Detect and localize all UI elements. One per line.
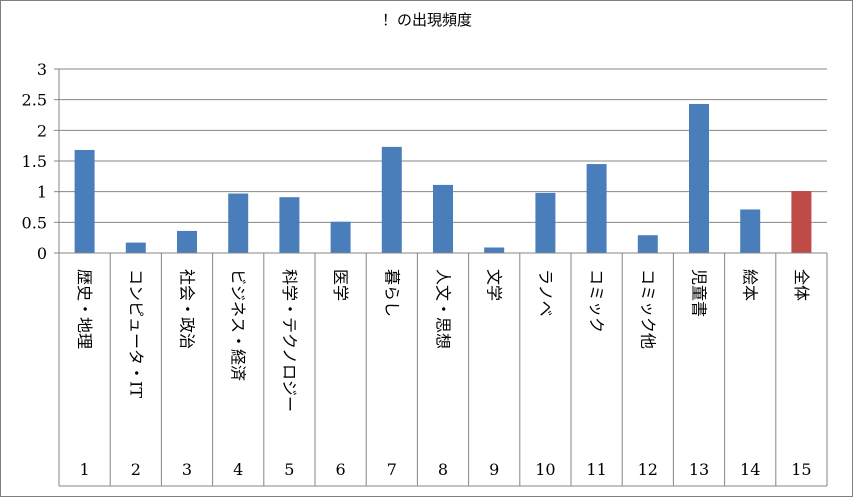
- x-category-number: 15: [791, 460, 811, 479]
- x-category-number: 1: [80, 460, 90, 479]
- bar: [689, 103, 709, 254]
- bar: [381, 146, 402, 253]
- y-tick-label: 1: [37, 183, 47, 202]
- x-category-number: 6: [336, 460, 346, 479]
- bar: [637, 235, 658, 253]
- bar: [330, 221, 351, 253]
- x-category-label: 医学: [331, 269, 350, 301]
- x-category-label: 社会・政治: [178, 269, 197, 349]
- bar: [228, 193, 249, 253]
- bar: [535, 192, 556, 253]
- x-category-label: 児童書: [690, 269, 709, 317]
- x-category-labels: 歴史・地理 1 コンピュータ・IT 2 社会・政治 3 ビジネス・経済 4 科学・テクノロジー 5…: [75, 269, 811, 479]
- bar: [791, 191, 812, 253]
- x-category-label: コミック: [587, 269, 606, 333]
- bar: [279, 197, 300, 253]
- x-category-label: 絵本: [741, 269, 760, 301]
- x-category-number: 2: [131, 460, 141, 479]
- x-category-number: 13: [689, 460, 709, 479]
- x-category-number: 4: [233, 460, 243, 479]
- x-category-label: 歴史・地理: [75, 269, 94, 349]
- x-category-label: コンピュータ・IT: [126, 269, 145, 398]
- x-category-number: 11: [586, 460, 606, 479]
- x-category-number: 5: [284, 460, 294, 479]
- x-category-number: 10: [535, 460, 555, 479]
- x-category-label: ラノベ: [536, 269, 555, 317]
- y-tick-label: 1.5: [22, 152, 47, 171]
- x-category-label: 科学・テクノロジー: [280, 269, 299, 412]
- bar: [740, 209, 761, 253]
- bar: [433, 184, 453, 253]
- bar: [177, 230, 197, 253]
- y-tick-labels: 0 0.5 1 1.5 2 2.5 3: [22, 60, 47, 263]
- x-category-number: 3: [182, 460, 192, 479]
- bar: [74, 149, 95, 253]
- axes: [54, 68, 828, 487]
- x-category-label: 人文・思想: [434, 269, 453, 349]
- x-category-number: 12: [638, 460, 658, 479]
- bar: [484, 247, 505, 253]
- bar: [125, 242, 146, 253]
- x-category-label: 暮らし: [382, 269, 401, 317]
- x-category-label: コミック他: [638, 269, 657, 349]
- y-tick-label: 2.5: [22, 91, 47, 110]
- y-tick-label: 0: [37, 244, 47, 263]
- y-tick-label: 2: [37, 121, 47, 140]
- y-tick-label: 0.5: [22, 213, 47, 232]
- y-tick-label: 3: [37, 60, 47, 79]
- x-category-number: 14: [740, 460, 760, 479]
- x-category-label: 全体: [792, 269, 811, 301]
- x-category-label: ビジネス・経済: [229, 269, 248, 381]
- bars: [74, 103, 812, 254]
- x-category-label: 文学: [485, 269, 504, 301]
- x-category-number: 7: [387, 460, 397, 479]
- x-category-number: 8: [438, 460, 448, 479]
- x-category-number: 9: [489, 460, 499, 479]
- chart-title: ！の出現頻度: [382, 11, 472, 29]
- bar: [586, 164, 607, 253]
